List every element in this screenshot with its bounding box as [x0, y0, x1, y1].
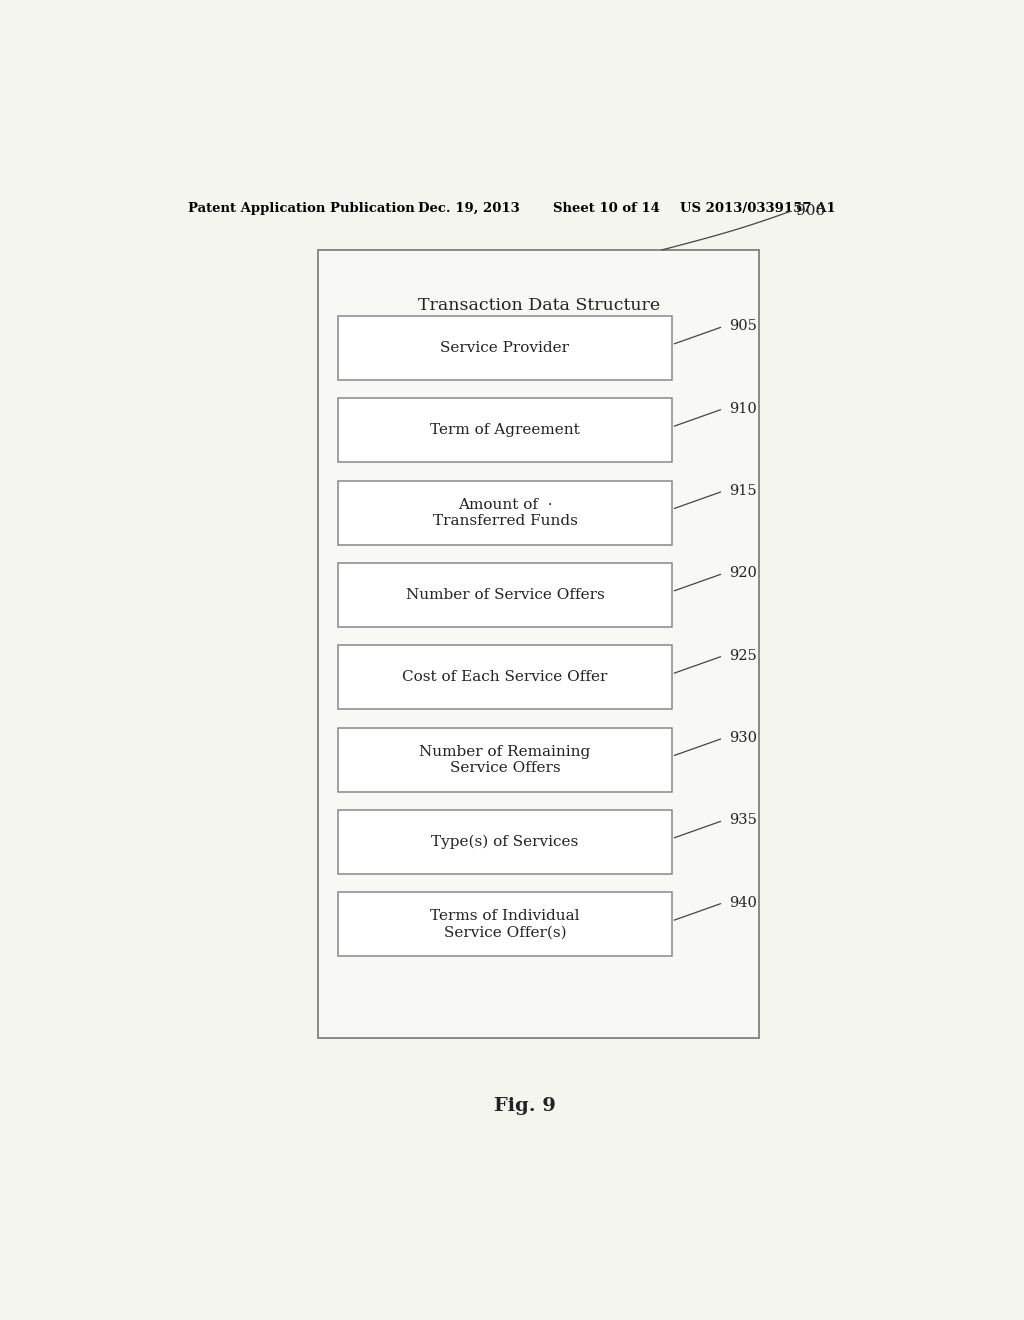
Bar [338, 645, 672, 709]
Bar [318, 249, 759, 1038]
Text: Number of Remaining
Service Offers: Number of Remaining Service Offers [420, 744, 591, 775]
Bar [338, 810, 672, 874]
Text: Service Provider: Service Provider [440, 341, 569, 355]
Text: Term of Agreement: Term of Agreement [430, 424, 580, 437]
Text: Terms of Individual
Service Offer(s): Terms of Individual Service Offer(s) [430, 909, 580, 940]
Text: 905: 905 [729, 319, 758, 334]
Text: Number of Service Offers: Number of Service Offers [406, 587, 604, 602]
Text: 920: 920 [729, 566, 758, 581]
Text: Type(s) of Services: Type(s) of Services [431, 834, 579, 849]
Text: Dec. 19, 2013: Dec. 19, 2013 [418, 202, 519, 215]
Text: 930: 930 [729, 731, 758, 744]
Text: Patent Application Publication: Patent Application Publication [187, 202, 415, 215]
Text: 935: 935 [729, 813, 758, 828]
Text: Sheet 10 of 14: Sheet 10 of 14 [553, 202, 659, 215]
Bar [338, 399, 672, 462]
Text: US 2013/0339157 A1: US 2013/0339157 A1 [680, 202, 836, 215]
Bar [338, 562, 672, 627]
Text: Transaction Data Structure: Transaction Data Structure [418, 297, 659, 314]
Text: 915: 915 [729, 484, 757, 498]
Bar [338, 480, 672, 545]
Text: 910: 910 [729, 401, 758, 416]
Bar [338, 892, 672, 956]
Text: Cost of Each Service Offer: Cost of Each Service Offer [402, 671, 607, 684]
Text: Fig. 9: Fig. 9 [494, 1097, 556, 1114]
Text: Amount of  ·
Transferred Funds: Amount of · Transferred Funds [432, 498, 578, 528]
Bar [338, 727, 672, 792]
Bar [338, 315, 672, 380]
Text: 900: 900 [797, 205, 825, 218]
Text: 925: 925 [729, 648, 758, 663]
Text: 940: 940 [729, 896, 758, 909]
